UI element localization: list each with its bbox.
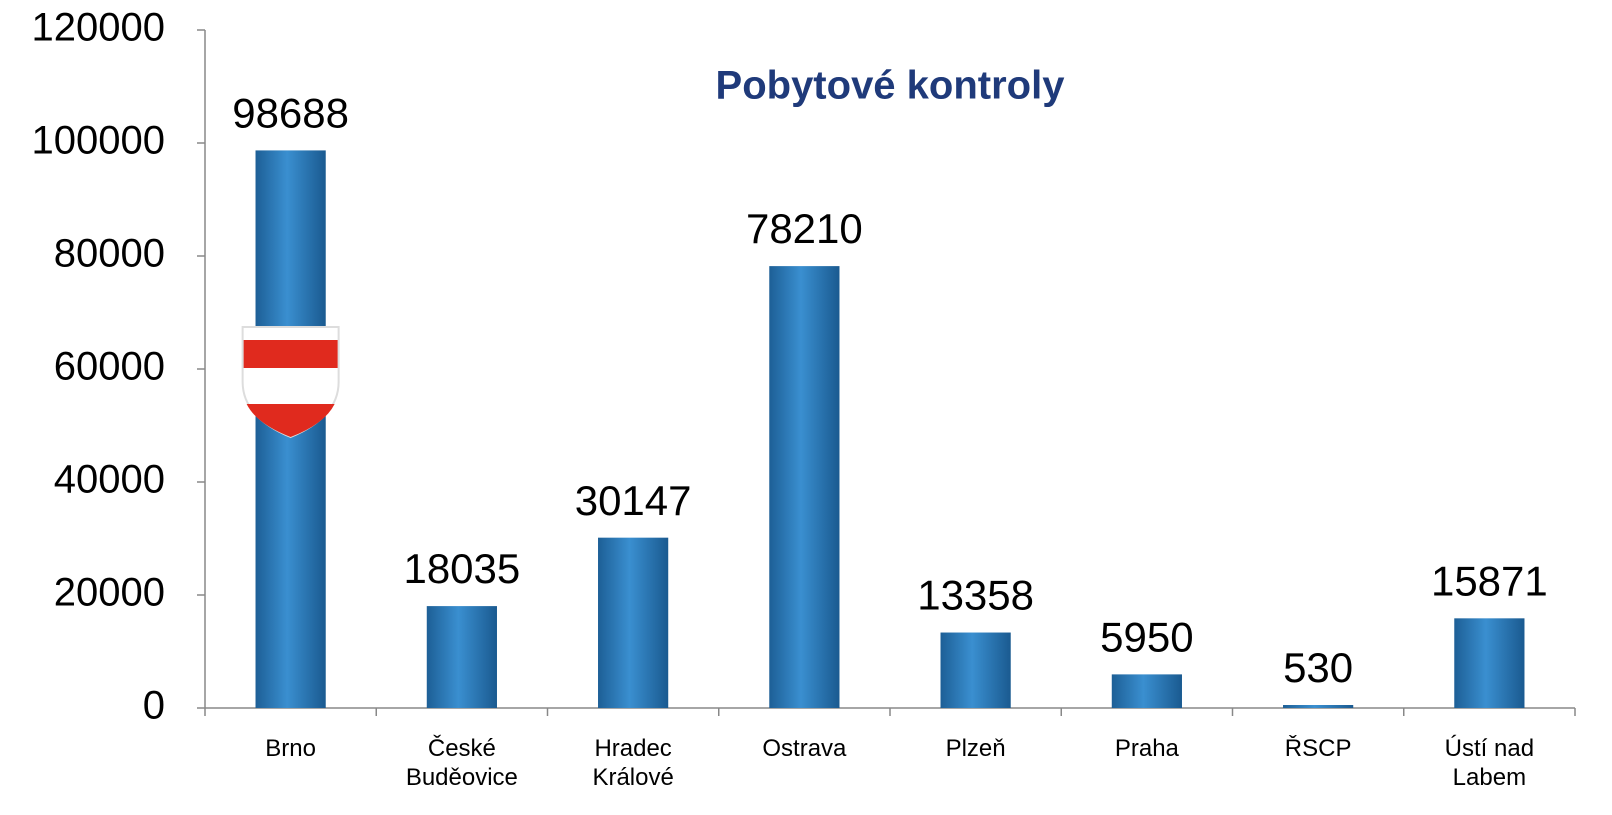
chart-title: Pobytové kontroly [716,64,1066,108]
y-tick-label: 60000 [54,345,165,389]
data-label: 18035 [403,545,520,592]
bar [1111,674,1182,708]
bar [1283,705,1354,708]
y-tick-label: 40000 [54,458,165,502]
bar [769,266,840,708]
x-tick-label: ŘSCP [1284,735,1352,762]
y-tick-label: 80000 [54,232,165,276]
y-tick-label: 0 [143,684,165,728]
x-tick-label: Ostrava [762,735,847,762]
data-label: 78210 [746,205,863,252]
data-label: 30147 [575,477,692,524]
x-tick-label: Praha [1114,735,1179,762]
x-tick-label: Ústí nad Labem [1444,735,1535,791]
coat-of-arms [241,326,340,439]
bar [1454,618,1525,708]
x-tick-label: České Buděovice [405,735,518,791]
y-tick-label: 100000 [32,119,165,163]
data-label: 98688 [232,90,349,137]
x-tick-label: Brno [265,735,316,762]
bar [426,606,497,708]
bar [940,632,1011,708]
data-label: 530 [1283,644,1353,691]
data-label: 15871 [1431,557,1548,604]
y-tick-label: 20000 [54,571,165,615]
data-label: 13358 [917,572,1034,619]
bar [598,537,669,708]
data-label: 5950 [1100,613,1193,660]
x-tick-label: Hradec Králové [592,735,674,791]
x-tick-label: Plzeň [945,735,1006,762]
y-tick-label: 120000 [32,6,165,50]
